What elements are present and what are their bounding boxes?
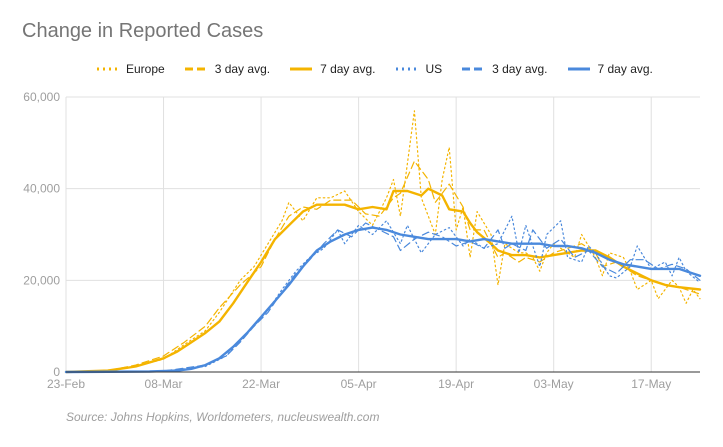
- legend-swatch-us-solid: [567, 67, 590, 71]
- legend-swatch-us-dashed: [462, 67, 485, 71]
- chart-title: Change in Reported Cases: [22, 20, 264, 42]
- legend-item-us: US: [395, 62, 442, 76]
- series-line-1: [65, 160, 701, 373]
- x-tick-label: 19-Apr: [438, 377, 474, 391]
- legend-item-europe: Europe: [96, 62, 165, 76]
- y-tick-label: 20,000: [23, 273, 60, 287]
- y-tick-label: 0: [53, 365, 60, 379]
- series-line-3: [65, 215, 701, 373]
- y-tick-label: 40,000: [23, 182, 60, 196]
- legend-label: 3 day avg.: [492, 62, 548, 76]
- legend-label: Europe: [126, 62, 165, 76]
- x-tick-label: 08-Mar: [145, 377, 183, 391]
- legend-label: US: [425, 62, 443, 76]
- legend-swatch-europe-solid: [290, 67, 313, 71]
- legend-item-europe-3day: 3 day avg.: [184, 62, 271, 76]
- legend-item-europe-7day: 7 day avg.: [290, 62, 375, 76]
- legend-item-us-3day: 3 day avg.: [462, 62, 548, 76]
- legend-label: 7 day avg.: [597, 62, 653, 76]
- legend-label: 3 day avg.: [214, 62, 271, 76]
- source-note: Source: Johns Hopkins, Worldometers, nuc…: [66, 410, 380, 424]
- series-line-5: [64, 226, 702, 374]
- x-tick-label: 03-May: [534, 377, 574, 391]
- legend-swatch-europe-dashed: [184, 67, 207, 71]
- legend-item-us-7day: 7 day avg.: [567, 62, 653, 76]
- series-line-4: [65, 222, 701, 373]
- y-tick-label: 60,000: [23, 90, 60, 104]
- x-tick-label: 23-Feb: [47, 377, 85, 391]
- chart-legend: Europe 3 day avg. 7 day avg. US 3 day av…: [96, 62, 673, 76]
- x-tick-label: 22-Mar: [242, 377, 280, 391]
- x-tick-label: 17-May: [631, 377, 671, 391]
- legend-label: 7 day avg.: [320, 62, 376, 76]
- series-line-0: [65, 110, 701, 373]
- x-tick-label: 05-Apr: [341, 377, 377, 391]
